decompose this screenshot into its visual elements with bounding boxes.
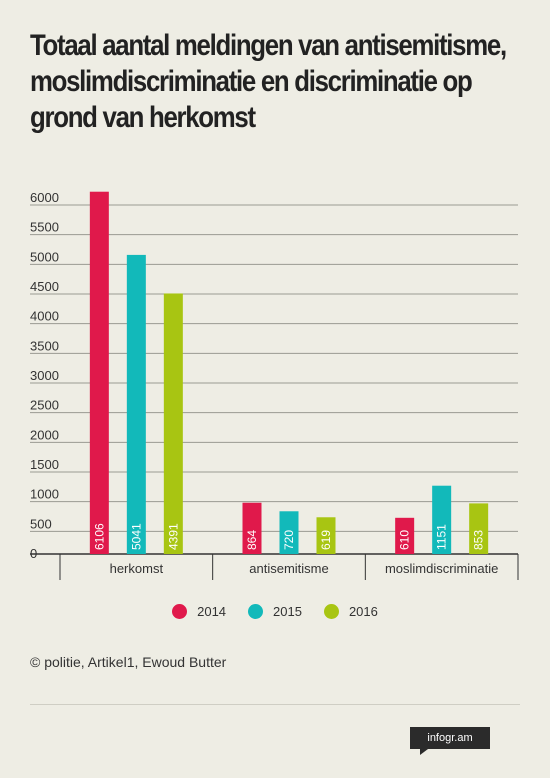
- source-credit: © politie, Artikel1, Ewoud Butter: [30, 654, 227, 670]
- data-label: 619: [319, 530, 333, 550]
- y-tick-label: 5000: [30, 249, 59, 264]
- y-tick-label: 1500: [30, 457, 59, 472]
- data-label: 864: [245, 530, 259, 550]
- data-label: 6106: [92, 523, 106, 550]
- y-tick-label: 4000: [30, 309, 59, 324]
- data-label: 1151: [435, 524, 449, 550]
- y-tick-label: 1000: [30, 487, 59, 502]
- y-tick-label: 5500: [30, 220, 59, 235]
- legend-swatch: [172, 604, 188, 619]
- data-label: 4391: [166, 523, 180, 550]
- y-tick-label: 6000: [30, 190, 59, 205]
- x-category-label: moslimdiscriminatie: [385, 561, 498, 576]
- bar-2016-herkomst: [163, 293, 183, 554]
- bar-2015-moslimdiscriminatie: [432, 485, 452, 554]
- y-tick-label: 500: [30, 516, 52, 531]
- x-category-label: antisemitisme: [249, 561, 328, 576]
- y-tick-label: 2000: [30, 427, 59, 442]
- legend-swatch: [248, 604, 264, 619]
- legend-label: 2015: [273, 604, 302, 619]
- bar-2014-antisemitisme: [242, 502, 262, 554]
- chart-title: Totaal aantal meldingen van antisemitism…: [30, 29, 507, 134]
- y-tick-label: 3000: [30, 368, 59, 383]
- legend-label: 2016: [348, 604, 378, 619]
- legend: 2014 2015 2016: [0, 604, 550, 619]
- brand-logo-tail: [420, 749, 428, 755]
- y-tick-label: 2500: [30, 398, 59, 413]
- bar-2014-herkomst: [89, 191, 109, 554]
- data-label: 610: [398, 530, 412, 550]
- data-label: 720: [282, 530, 296, 550]
- legend-item-2014[interactable]: 2014: [172, 604, 226, 619]
- y-tick-label: 4500: [30, 279, 59, 294]
- legend-swatch: [323, 604, 339, 619]
- footer-divider: [30, 704, 520, 705]
- bar-2016-moslimdiscriminatie: [469, 503, 489, 554]
- data-label: 5041: [129, 523, 143, 550]
- legend-item-2016[interactable]: 2016: [323, 604, 378, 619]
- legend-item-2015[interactable]: 2015: [248, 604, 302, 619]
- bar-2016-antisemitisme: [316, 517, 336, 554]
- brand-logo[interactable]: infogr.am: [410, 727, 490, 749]
- bar-2014-moslimdiscriminatie: [395, 517, 415, 554]
- bar-chart: 0500100015002000250030003500400045005000…: [30, 190, 519, 580]
- y-tick-label: 3500: [30, 338, 59, 353]
- data-label: 853: [472, 530, 486, 550]
- bar-2015-herkomst: [126, 254, 146, 554]
- bar-2015-antisemitisme: [279, 511, 299, 554]
- x-category-label: herkomst: [110, 561, 164, 576]
- legend-label: 2014: [197, 604, 227, 619]
